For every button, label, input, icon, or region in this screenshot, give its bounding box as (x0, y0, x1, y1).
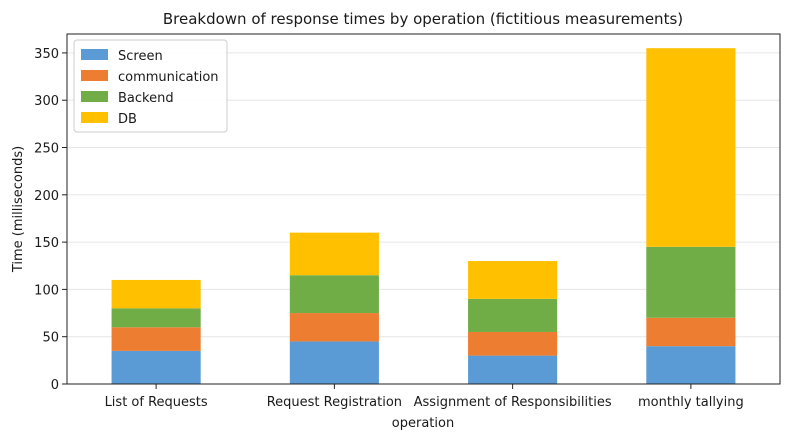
bar-segment (111, 350, 201, 384)
legend-box (73, 39, 228, 133)
y-tick-label: 350 (34, 47, 59, 62)
bar-segment (111, 327, 201, 351)
legend-swatch (81, 112, 108, 123)
bar-segment (289, 275, 379, 314)
bar-segment (646, 246, 736, 318)
y-tick-label: 100 (34, 283, 59, 298)
bar-segment (289, 313, 379, 342)
bar-segment (289, 232, 379, 276)
bar-segment (111, 279, 201, 309)
legend-label: DB (118, 112, 137, 127)
legend-label: Backend (118, 91, 174, 106)
legend-swatch (81, 70, 108, 81)
bars (111, 48, 736, 384)
y-tick-label: 50 (42, 331, 59, 346)
x-tick-label: Request Registration (267, 395, 402, 410)
bar-segment (646, 317, 736, 347)
bar-segment (289, 341, 379, 384)
bar-segment (468, 298, 558, 332)
bar-segment (646, 346, 736, 384)
y-axis: 0 50 100 150 200 250 300 350 (34, 47, 67, 393)
y-tick-label: 250 (34, 142, 59, 157)
legend-swatch (81, 91, 108, 102)
y-tick-label: 200 (34, 189, 59, 204)
legend-label: Screen (118, 49, 163, 64)
x-tick-label: List of Requests (105, 395, 208, 410)
bar-segment (111, 308, 201, 328)
x-axis: List of Requests Request Registration Assi… (105, 384, 744, 410)
y-tick-label: 150 (34, 236, 59, 251)
x-tick-label: monthly tallying (638, 395, 744, 410)
bar-segment (646, 48, 736, 247)
x-tick-label: Assignment of Responsibilities (414, 395, 612, 410)
y-axis-label: Time (milliseconds) (11, 146, 26, 273)
bar-segment (468, 355, 558, 384)
bar-segment (468, 261, 558, 299)
chart-title: Breakdown of response times by operation… (163, 10, 683, 28)
bar-segment (468, 331, 558, 356)
legend: Screen communication Backend DB (73, 39, 228, 133)
legend-label: communication (118, 70, 219, 85)
plot-area-frame (66, 33, 781, 385)
y-tick-label: 300 (34, 94, 59, 109)
y-tick-label: 0 (51, 378, 59, 393)
legend-swatch (81, 49, 108, 60)
x-axis-label: operation (392, 416, 454, 431)
